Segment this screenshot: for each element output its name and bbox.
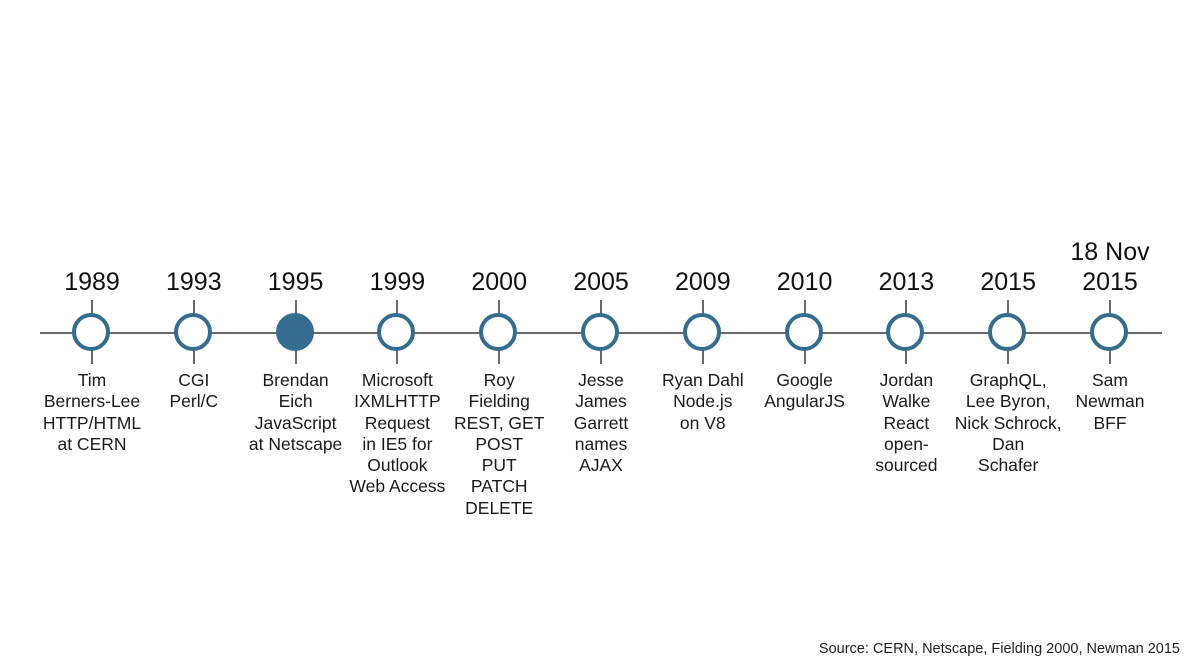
event-description: CGI Perl/C: [169, 370, 219, 412]
event-description: Brendan Eich JavaScript at Netscape: [248, 370, 343, 454]
timeline-event: 1989 Tim Berners-Lee HTTP/HTML at CERN: [37, 0, 147, 669]
event-tick-bottom: [701, 346, 704, 364]
event-year: 2013: [878, 268, 935, 296]
event-marker: [1090, 313, 1128, 351]
event-tick-top: [498, 300, 501, 320]
event-marker: [886, 313, 925, 351]
event-marker: [173, 313, 212, 351]
event-description: Jesse James Garrett names AJAX: [573, 370, 629, 476]
event-marker-filled: [275, 313, 314, 351]
event-year: 1995: [267, 268, 324, 296]
event-tick-bottom: [91, 346, 93, 364]
event-tick-top: [192, 300, 195, 320]
event-marker: [72, 313, 110, 351]
event-year: 2010: [776, 268, 833, 296]
timeline-event: 1995 Brendan Eich JavaScript at Netscape: [241, 0, 351, 669]
event-description: Roy Fielding REST, GET POST PUT PATCH DE…: [453, 370, 545, 518]
event-tick-top: [1007, 300, 1010, 320]
event-marker: [784, 313, 823, 351]
event-tick-top: [91, 300, 93, 320]
event-tick-top: [1109, 300, 1111, 320]
event-tick-bottom: [192, 346, 195, 364]
event-description: GraphQL, Lee Byron, Nick Schrock, Dan Sc…: [954, 370, 1062, 476]
event-marker: [581, 313, 619, 351]
event-description: Sam Newman BFF: [1075, 370, 1145, 433]
event-year: 2015: [980, 268, 1036, 296]
event-year: 2005: [573, 268, 629, 296]
timeline-event: 18 Nov 2015 Sam Newman BFF: [1055, 0, 1165, 669]
event-tick-bottom: [1007, 346, 1010, 364]
event-tick-bottom: [498, 346, 501, 364]
event-description: Microsoft IXMLHTTP Request in IE5 for Ou…: [349, 370, 446, 497]
event-tick-bottom: [803, 346, 806, 364]
timeline-event: 2000 Roy Fielding REST, GET POST PUT PATC…: [444, 0, 554, 669]
event-tick-top: [803, 300, 806, 320]
event-tick-bottom: [905, 346, 908, 364]
event-tick-bottom: [1109, 346, 1111, 364]
event-description: Jordan Walke React open- sourced: [875, 370, 938, 476]
event-year: 2009: [674, 268, 731, 296]
event-marker: [682, 313, 721, 351]
timeline-event: 2013 Jordan Walke React open- sourced: [851, 0, 961, 669]
event-description: Tim Berners-Lee HTTP/HTML at CERN: [42, 370, 142, 454]
event-year: 1989: [64, 268, 120, 296]
timeline-event: 1993 CGI Perl/C: [139, 0, 249, 669]
timeline-event: 1999 Microsoft IXMLHTTP Request in IE5 fo…: [342, 0, 452, 669]
timeline-event: 2015 GraphQL, Lee Byron, Nick Schrock, Da…: [953, 0, 1063, 669]
event-year: 1999: [369, 268, 426, 296]
event-tick-top: [294, 300, 297, 320]
timeline-event: 2010 Google AngularJS: [750, 0, 860, 669]
event-tick-bottom: [396, 346, 399, 364]
event-tick-bottom: [294, 346, 297, 364]
event-description: Ryan Dahl Node.js on V8: [661, 370, 744, 433]
timeline-event: 2009 Ryan Dahl Node.js on V8: [648, 0, 758, 669]
event-description: Google AngularJS: [764, 370, 845, 412]
event-marker: [377, 313, 416, 351]
event-tick-bottom: [600, 346, 602, 364]
source-note: Source: CERN, Netscape, Fielding 2000, N…: [818, 641, 1180, 657]
event-year: 1993: [165, 268, 222, 296]
event-tick-top: [905, 300, 908, 320]
event-tick-top: [701, 300, 704, 320]
event-marker: [479, 313, 518, 351]
event-marker: [988, 313, 1027, 351]
event-year: 2000: [471, 268, 527, 296]
timeline-event: 2005 Jesse James Garrett names AJAX: [546, 0, 656, 669]
event-tick-top: [600, 300, 602, 320]
event-tick-top: [396, 300, 399, 320]
event-year: 18 Nov 2015: [1070, 238, 1150, 296]
